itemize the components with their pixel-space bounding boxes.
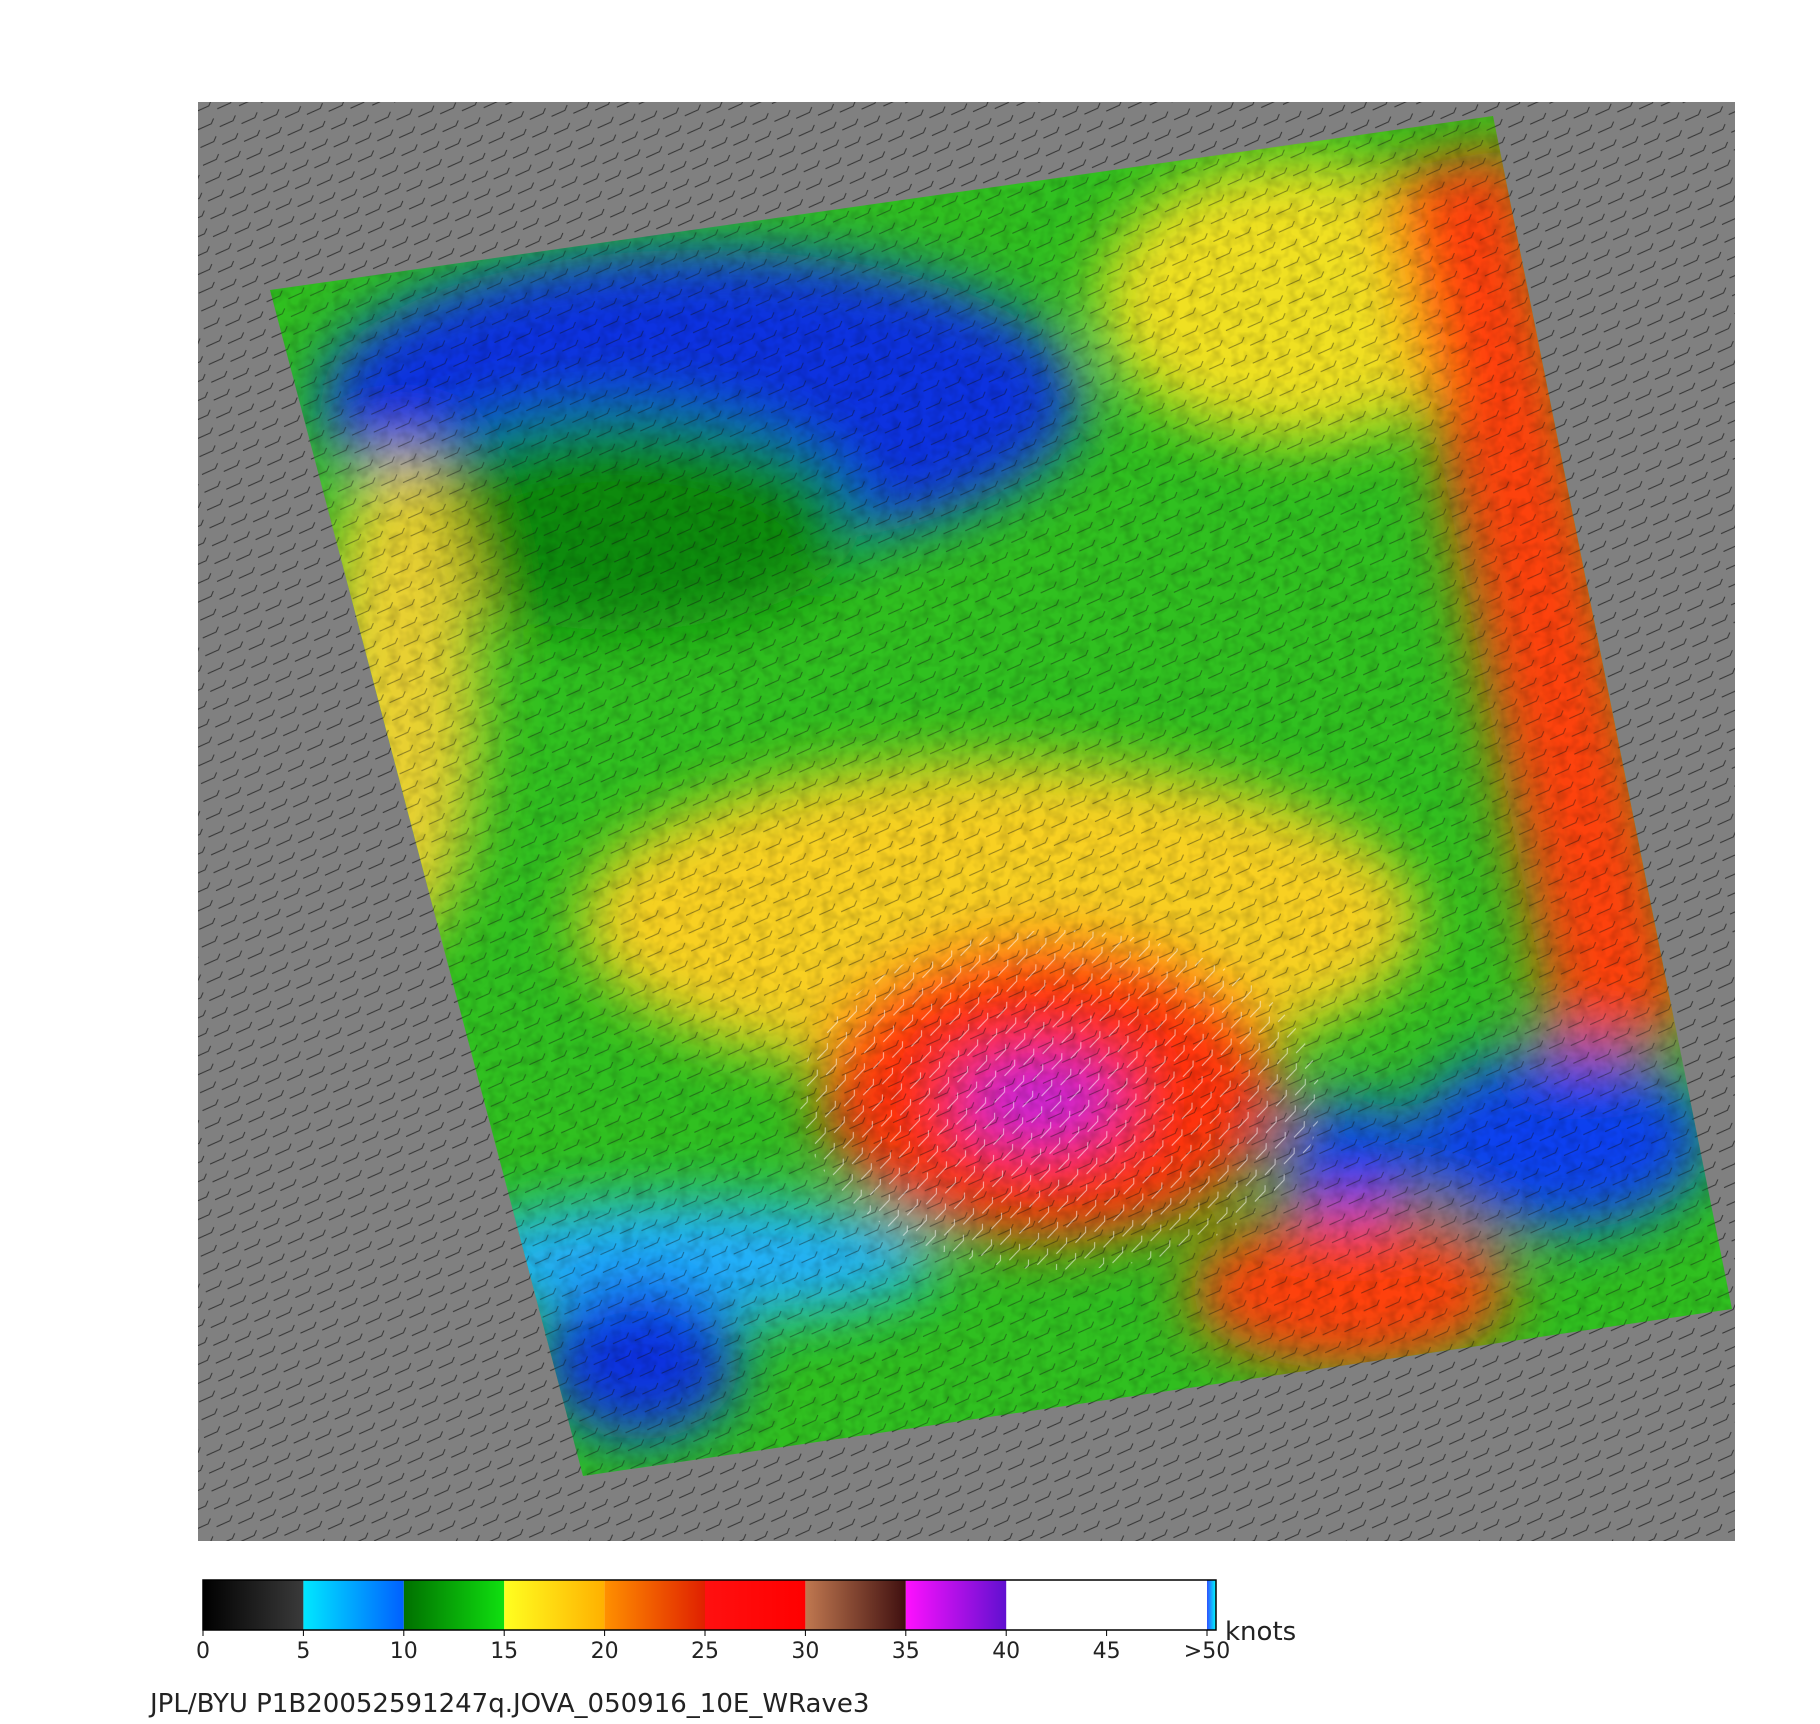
colorbar-segment [504,1580,605,1630]
colorbar-segment [604,1580,705,1630]
colorbar-frame [202,1579,1217,1631]
colorbar-tick-label: 35 [892,1639,920,1664]
colorbar-tick-label: >50 [1184,1639,1230,1664]
colorbar-tick-label: 10 [390,1639,418,1664]
colorbar-tick-label: 25 [691,1639,719,1664]
colorbar-overflow [1207,1580,1216,1630]
colorbar-tick-label: 15 [490,1639,518,1664]
colorbar-tick-label: 5 [296,1639,310,1664]
colorbar-tick-label: 20 [591,1639,619,1664]
colorbar: 0 5 10 15 20 25 30 35 40 45 >50 [196,1579,1230,1664]
colorbar-tick-label: 45 [1093,1639,1121,1664]
footer-caption: JPL/BYU P1B20052591247q.JOVA_050916_10E_… [148,1689,869,1719]
wind-barbs-storm [800,930,1320,1270]
colorbar-tick-label: 30 [791,1639,819,1664]
wind-swath [270,116,1732,1476]
colorbar-segment [705,1580,806,1630]
colorbar-tick-label: 40 [992,1639,1020,1664]
colorbar-segment [303,1580,404,1630]
colorbar-segment [403,1580,505,1630]
colorbar-segment [805,1580,906,1630]
colorbar-tick-label: 0 [196,1639,210,1664]
colorbar-unit: knots [1225,1617,1296,1647]
colorbar-segment [905,1580,1007,1630]
colorbar-segment [203,1580,304,1630]
